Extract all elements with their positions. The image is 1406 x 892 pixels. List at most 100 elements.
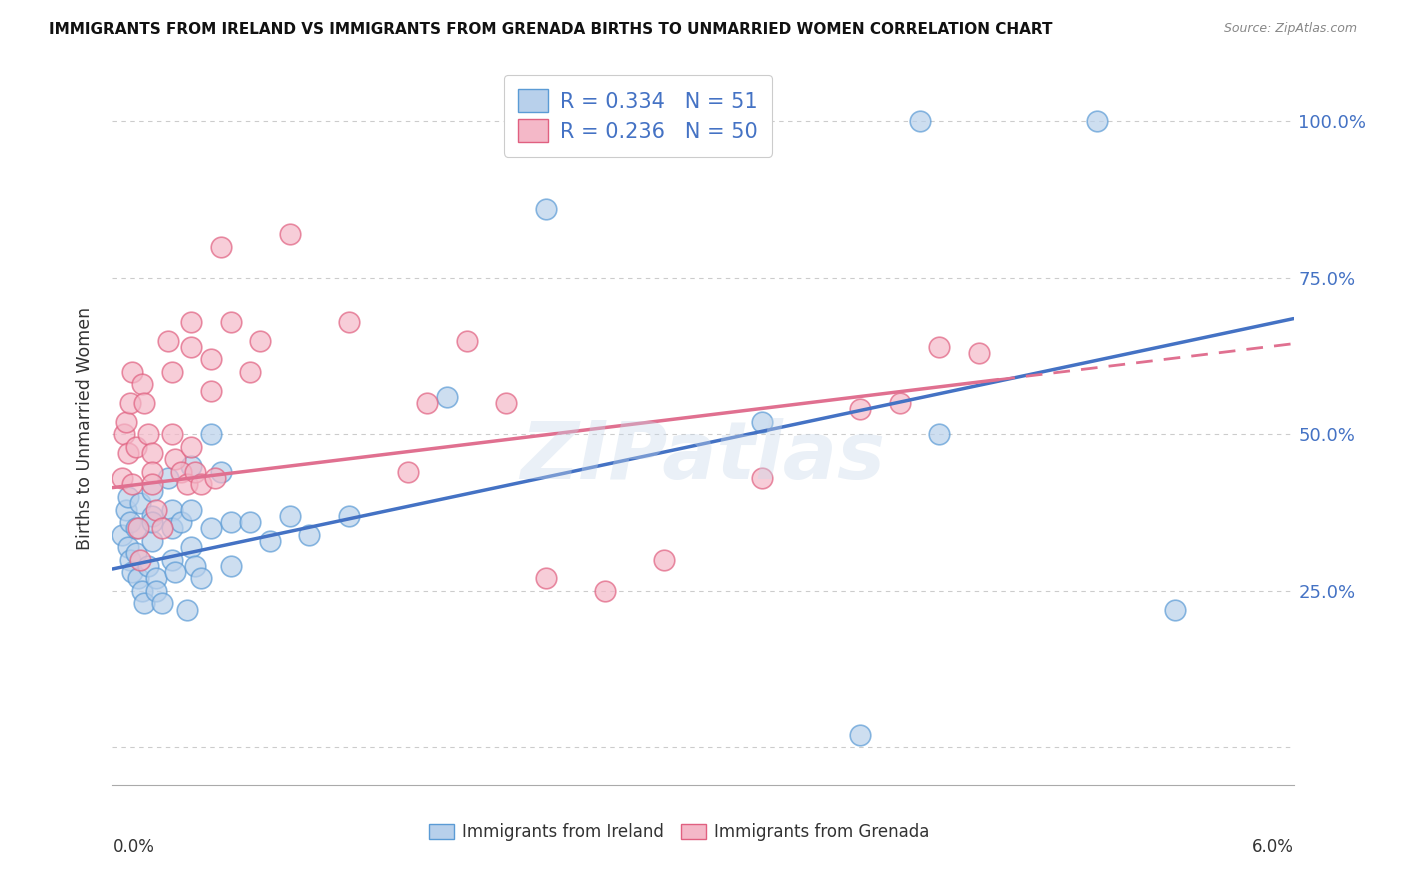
Point [141,483,163,498]
Point [1164,603,1187,617]
Point [141,533,163,548]
Point [136,558,159,573]
Point [150,596,173,610]
Point [160,427,183,442]
Point [180,502,202,516]
Point [125,546,148,560]
Point [219,558,242,573]
Point [145,583,167,598]
Point [249,334,271,348]
Point [396,465,419,479]
Point [156,334,179,348]
Point [239,365,262,379]
Point [180,440,202,454]
Point [121,477,143,491]
Point [200,521,222,535]
Text: 0.0%: 0.0% [112,838,155,856]
Point [141,477,163,491]
Point [200,427,222,442]
Point [180,315,202,329]
Point [184,558,207,573]
Point [190,477,212,491]
Point [117,490,139,504]
Point [219,515,242,529]
Point [131,583,153,598]
Point [170,515,193,529]
Point [132,596,155,610]
Text: IMMIGRANTS FROM IRELAND VS IMMIGRANTS FROM GRENADA BIRTHS TO UNMARRIED WOMEN COR: IMMIGRANTS FROM IRELAND VS IMMIGRANTS FR… [49,22,1053,37]
Point [849,402,872,417]
Text: Source: ZipAtlas.com: Source: ZipAtlas.com [1223,22,1357,36]
Point [495,396,517,410]
Point [180,458,202,473]
Point [209,239,232,253]
Point [131,377,153,392]
Point [117,446,139,460]
Point [125,440,148,454]
Point [200,384,222,398]
Point [652,552,675,566]
Point [165,565,187,579]
Point [160,365,183,379]
Point [180,340,202,354]
Legend: Immigrants from Ireland, Immigrants from Grenada: Immigrants from Ireland, Immigrants from… [422,817,936,848]
Point [141,515,163,529]
Point [127,571,149,585]
Point [209,465,232,479]
Point [111,527,134,541]
Point [141,508,163,523]
Point [278,508,301,523]
Point [160,502,183,516]
Point [160,521,183,535]
Point [456,334,478,348]
Point [239,515,262,529]
Point [125,521,148,535]
Point [337,508,360,523]
Y-axis label: Births to Unmarried Women: Births to Unmarried Women [76,307,94,549]
Point [184,465,207,479]
Point [156,471,179,485]
Point [259,533,281,548]
Point [132,396,155,410]
Text: ZIPatlas: ZIPatlas [520,417,886,496]
Point [145,571,167,585]
Point [908,114,931,128]
Point [436,390,458,404]
Point [204,471,226,485]
Point [129,552,152,566]
Point [117,540,139,554]
Point [121,365,143,379]
Point [111,471,134,485]
Point [416,396,439,410]
Point [593,583,616,598]
Point [928,427,950,442]
Point [751,415,773,429]
Point [141,446,163,460]
Point [121,565,143,579]
Point [219,315,242,329]
Point [170,465,193,479]
Point [150,521,173,535]
Point [115,415,138,429]
Point [120,515,142,529]
Point [112,427,135,442]
Point [160,552,183,566]
Point [1085,114,1108,128]
Point [337,315,360,329]
Point [165,452,187,467]
Point [190,571,212,585]
Point [298,527,321,541]
Text: 6.0%: 6.0% [1251,838,1294,856]
Point [534,571,557,585]
Point [141,465,163,479]
Point [115,502,138,516]
Point [278,227,301,241]
Point [180,540,202,554]
Point [129,496,152,510]
Point [889,396,911,410]
Point [127,521,149,535]
Point [176,603,198,617]
Point [534,202,557,216]
Point [120,396,142,410]
Point [928,340,950,354]
